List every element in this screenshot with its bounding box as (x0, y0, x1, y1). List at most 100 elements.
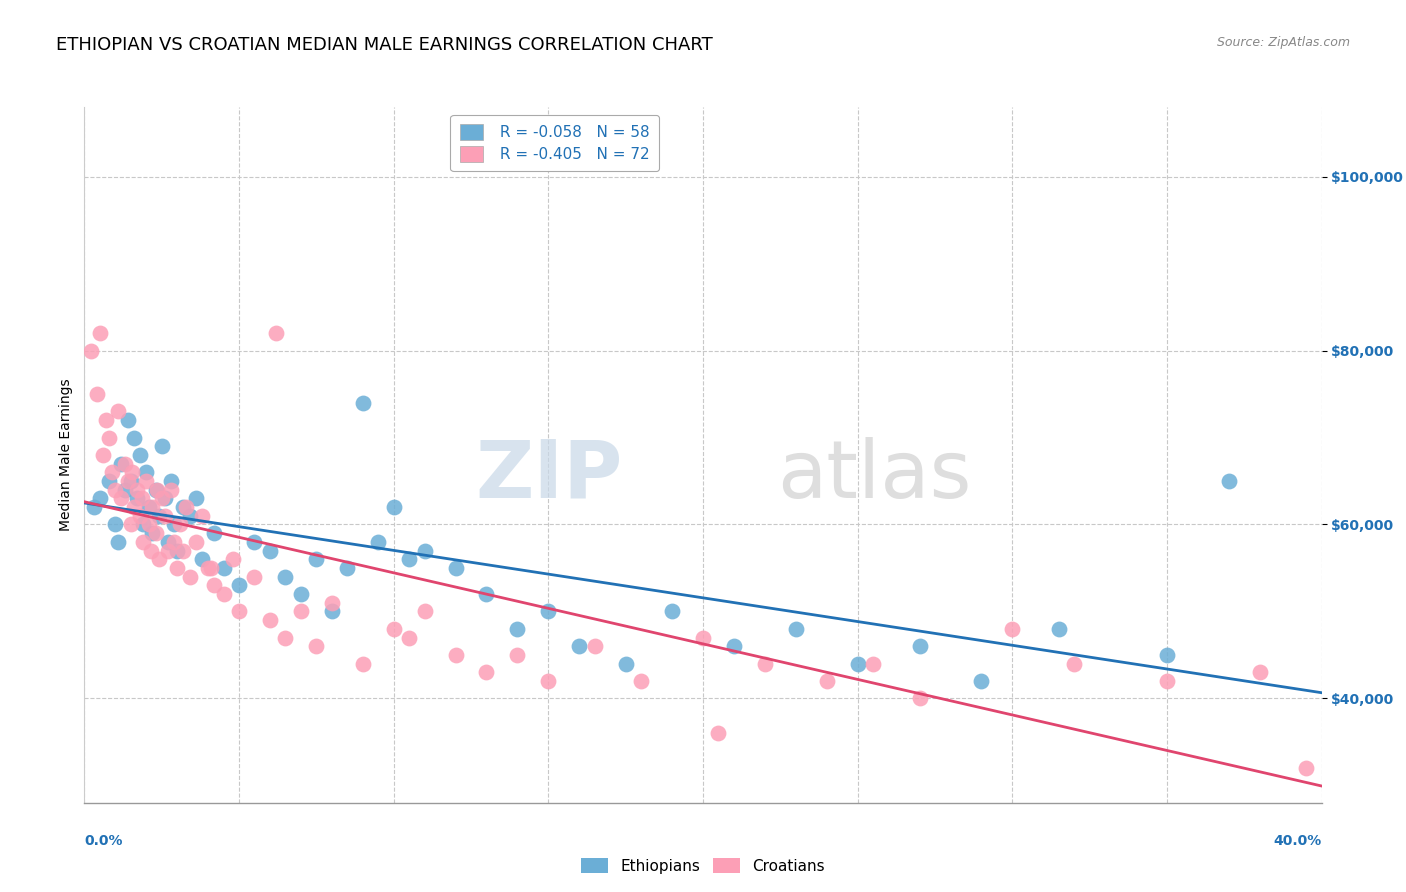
Point (179, 508, 201, 523)
Y-axis label: Median Male Earnings: Median Male Earnings (59, 378, 73, 532)
Point (815, 674, 838, 689)
Point (583, 639, 606, 653)
Legend: Ethiopians, Croatians: Ethiopians, Croatians (575, 852, 831, 880)
Text: ZIP: ZIP (475, 437, 623, 515)
Point (79, 343, 101, 358)
Point (104, 483, 127, 497)
Point (444, 561, 467, 575)
Point (117, 474, 139, 488)
Point (131, 491, 153, 506)
Point (191, 552, 214, 566)
Point (264, 326, 287, 341)
Point (1047, 622, 1070, 636)
Point (179, 570, 201, 584)
Point (129, 508, 152, 523)
Point (222, 552, 245, 566)
Point (138, 500, 160, 515)
Point (614, 657, 637, 671)
Point (1156, 674, 1178, 689)
Text: 0.0%: 0.0% (84, 834, 122, 848)
Point (475, 587, 498, 601)
Point (506, 622, 529, 636)
Point (1249, 665, 1271, 680)
Point (163, 535, 186, 549)
Point (120, 474, 142, 488)
Point (139, 543, 162, 558)
Point (166, 561, 188, 575)
Point (398, 552, 420, 566)
Point (89, 326, 111, 341)
Point (114, 457, 136, 471)
Point (172, 543, 194, 558)
Point (413, 543, 436, 558)
Point (970, 674, 993, 689)
Point (110, 491, 132, 506)
Point (1001, 622, 1024, 636)
Point (202, 526, 225, 541)
Point (274, 631, 297, 645)
Point (125, 491, 148, 506)
Point (321, 605, 343, 619)
Point (91, 448, 114, 462)
Point (290, 605, 312, 619)
Point (506, 648, 529, 662)
Point (110, 457, 132, 471)
Point (707, 726, 730, 740)
Point (122, 431, 145, 445)
Point (141, 500, 163, 515)
Point (156, 535, 179, 549)
Point (259, 613, 281, 627)
Point (101, 466, 124, 480)
Point (321, 596, 343, 610)
Point (212, 587, 235, 601)
Point (630, 674, 652, 689)
Point (117, 413, 139, 427)
Point (94, 413, 117, 427)
Point (98, 474, 121, 488)
Point (135, 474, 157, 488)
Point (169, 517, 191, 532)
Point (846, 657, 869, 671)
Point (290, 587, 312, 601)
Point (148, 552, 170, 566)
Point (212, 561, 235, 575)
Point (754, 657, 776, 671)
Point (444, 648, 467, 662)
Point (148, 508, 170, 523)
Point (723, 639, 745, 653)
Point (1063, 657, 1085, 671)
Point (336, 561, 359, 575)
Point (107, 404, 129, 418)
Point (129, 448, 152, 462)
Legend:  R = -0.058   N = 58,  R = -0.405   N = 72: R = -0.058 N = 58, R = -0.405 N = 72 (450, 115, 658, 171)
Point (908, 691, 931, 706)
Point (537, 674, 560, 689)
Point (413, 605, 436, 619)
Point (150, 491, 173, 506)
Text: Source: ZipAtlas.com: Source: ZipAtlas.com (1216, 36, 1350, 49)
Point (661, 605, 683, 619)
Point (107, 535, 129, 549)
Point (122, 500, 145, 515)
Point (352, 657, 374, 671)
Point (862, 657, 884, 671)
Point (1295, 761, 1317, 775)
Point (184, 535, 207, 549)
Text: 40.0%: 40.0% (1274, 834, 1322, 848)
Point (156, 543, 179, 558)
Point (367, 535, 389, 549)
Point (120, 517, 142, 532)
Point (138, 517, 160, 532)
Point (692, 631, 714, 645)
Point (352, 396, 374, 410)
Point (104, 517, 127, 532)
Point (197, 561, 219, 575)
Point (202, 578, 225, 592)
Point (150, 439, 173, 453)
Point (908, 639, 931, 653)
Point (114, 483, 136, 497)
Point (98, 431, 121, 445)
Point (163, 517, 186, 532)
Point (243, 570, 266, 584)
Point (145, 526, 167, 541)
